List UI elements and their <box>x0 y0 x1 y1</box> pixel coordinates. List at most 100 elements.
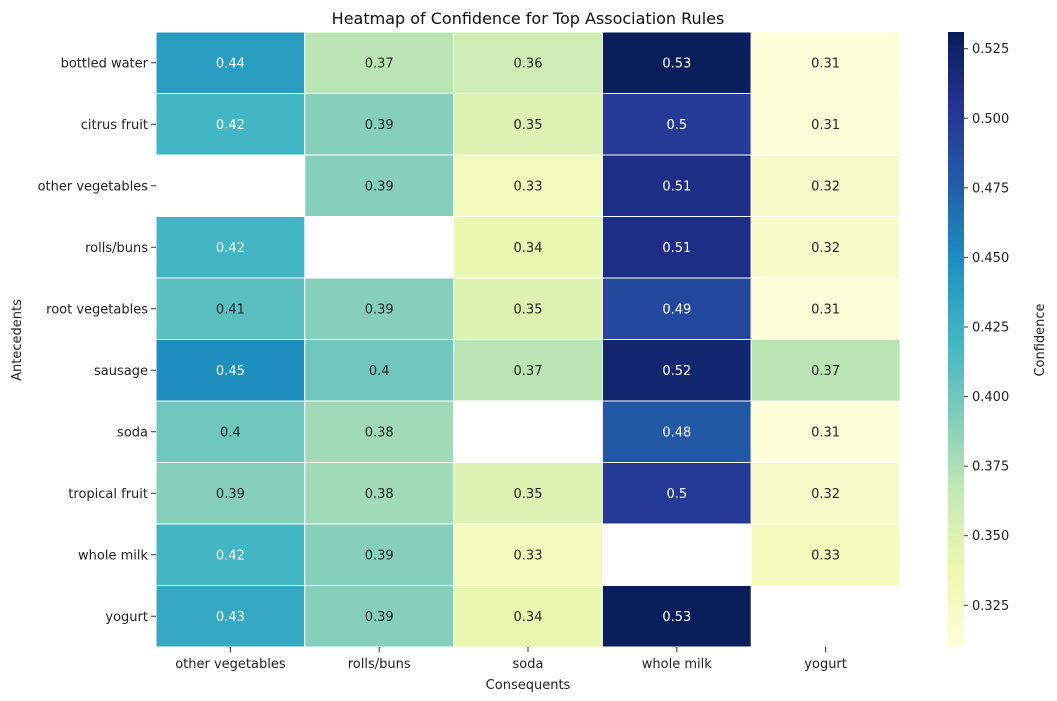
cell-value-label: 0.37 <box>514 364 543 379</box>
colorbar-tick-label: 0.500 <box>972 112 1009 127</box>
cell-value-label: 0.39 <box>216 487 245 502</box>
colorbar-tick-label: 0.400 <box>972 390 1009 405</box>
cell-value-label: 0.35 <box>514 302 543 317</box>
y-tick-label: other vegetables <box>38 179 149 194</box>
y-tick-label: whole milk <box>78 548 148 563</box>
cell-value-label: 0.5 <box>666 118 687 133</box>
heatmap-cells: 0.44 0.37 0.36 0.53 0.31 0.42 0.39 0.35 0.5 0.31 0… <box>155 31 901 648</box>
heatmap-cell <box>453 523 603 586</box>
cell-value-label: 0.42 <box>216 548 245 563</box>
heatmap-cell <box>453 31 603 94</box>
cell-value-label: 0.39 <box>365 118 394 133</box>
heatmap-cell <box>304 400 455 463</box>
y-tick-label: tropical fruit <box>68 487 148 502</box>
heatmap-cell <box>750 154 901 217</box>
cell-value-label: 0.38 <box>365 487 394 502</box>
heatmap-cell <box>304 277 455 340</box>
heatmap-cell <box>601 585 752 648</box>
heatmap-cell <box>304 339 455 402</box>
heatmap-cell <box>304 585 455 648</box>
cell-value-label: 0.32 <box>811 241 840 256</box>
cell-value-label: 0.37 <box>365 56 394 71</box>
heatmap-cell <box>453 277 603 340</box>
y-tick-label: root vegetables <box>46 302 148 317</box>
heatmap-cell <box>155 216 306 279</box>
cell-value-label: 0.42 <box>216 118 245 133</box>
colorbar-tick-label: 0.325 <box>972 599 1009 614</box>
heatmap-cell <box>601 277 752 340</box>
heatmap-cell <box>601 339 752 402</box>
cell-value-label: 0.37 <box>811 364 840 379</box>
cell-value-label: 0.51 <box>662 179 691 194</box>
colorbar-tick-label: 0.525 <box>972 42 1009 57</box>
x-tick-label: yogurt <box>804 657 847 672</box>
colorbar <box>948 32 964 647</box>
x-tick-label: other vegetables <box>175 657 286 672</box>
heatmap-cell <box>155 93 306 156</box>
y-axis: bottled water citrus fruit other vegetable… <box>38 56 156 625</box>
heatmap-cell <box>601 400 752 463</box>
heatmap-cell <box>750 523 901 586</box>
cell-value-label: 0.42 <box>216 241 245 256</box>
x-tick-label: soda <box>513 657 544 672</box>
cell-value-label: 0.32 <box>811 179 840 194</box>
heatmap-cell <box>304 523 455 586</box>
chart-title: Heatmap of Confidence for Top Associatio… <box>332 9 725 28</box>
cell-value-label: 0.31 <box>811 56 840 71</box>
cell-value-label: 0.4 <box>220 425 241 440</box>
cell-value-label: 0.31 <box>811 425 840 440</box>
cell-value-label: 0.5 <box>666 487 687 502</box>
x-axis: other vegetables rolls/buns soda whole milk… <box>175 647 847 672</box>
y-tick-label: sausage <box>94 364 148 379</box>
heatmap-cell <box>601 216 752 279</box>
cell-value-label: 0.31 <box>811 302 840 317</box>
heatmap-cell <box>750 93 901 156</box>
heatmap-cell <box>453 93 603 156</box>
cell-value-label: 0.48 <box>662 425 691 440</box>
cell-value-label: 0.41 <box>216 302 245 317</box>
cell-value-label: 0.39 <box>365 548 394 563</box>
colorbar-tick-label: 0.350 <box>972 529 1009 544</box>
cell-value-label: 0.44 <box>216 56 245 71</box>
cell-value-label: 0.35 <box>514 487 543 502</box>
heatmap-cell <box>750 339 901 402</box>
x-tick-label: rolls/buns <box>348 657 411 672</box>
cell-value-label: 0.39 <box>365 610 394 625</box>
cell-value-label: 0.35 <box>514 118 543 133</box>
cell-value-label: 0.53 <box>662 56 691 71</box>
cell-value-label: 0.38 <box>365 425 394 440</box>
colorbar-tick-label: 0.425 <box>972 320 1009 335</box>
cell-value-label: 0.51 <box>662 241 691 256</box>
y-tick-label: rolls/buns <box>85 241 148 256</box>
heatmap-cell <box>453 462 603 525</box>
colorbar-tick-label: 0.450 <box>972 251 1009 266</box>
y-axis-label: Antecedents <box>10 299 25 381</box>
heatmap-cell <box>453 216 603 279</box>
heatmap-cell <box>155 523 306 586</box>
x-axis-label: Consequents <box>486 678 571 693</box>
heatmap-cell <box>601 462 752 525</box>
heatmap-cell <box>453 154 603 217</box>
heatmap-cell <box>155 31 306 94</box>
cell-value-label: 0.31 <box>811 118 840 133</box>
x-tick-label: whole milk <box>642 657 712 672</box>
heatmap-cell <box>750 462 901 525</box>
cell-value-label: 0.34 <box>514 610 543 625</box>
colorbar-tick-label: 0.375 <box>972 460 1009 475</box>
cell-value-label: 0.45 <box>216 364 245 379</box>
cell-value-label: 0.43 <box>216 610 245 625</box>
heatmap-cell <box>601 31 752 94</box>
colorbar-label: Confidence <box>1033 303 1048 376</box>
cell-value-label: 0.39 <box>365 302 394 317</box>
cell-value-label: 0.4 <box>369 364 390 379</box>
cell-value-label: 0.52 <box>662 364 691 379</box>
heatmap-cell <box>155 585 306 648</box>
cell-value-label: 0.33 <box>514 548 543 563</box>
cell-value-label: 0.32 <box>811 487 840 502</box>
heatmap-cell <box>750 31 901 94</box>
heatmap-cell <box>155 277 306 340</box>
heatmap-cell <box>601 154 752 217</box>
colorbar-tick-label: 0.475 <box>972 181 1009 196</box>
heatmap-cell <box>304 31 455 94</box>
cell-value-label: 0.34 <box>514 241 543 256</box>
